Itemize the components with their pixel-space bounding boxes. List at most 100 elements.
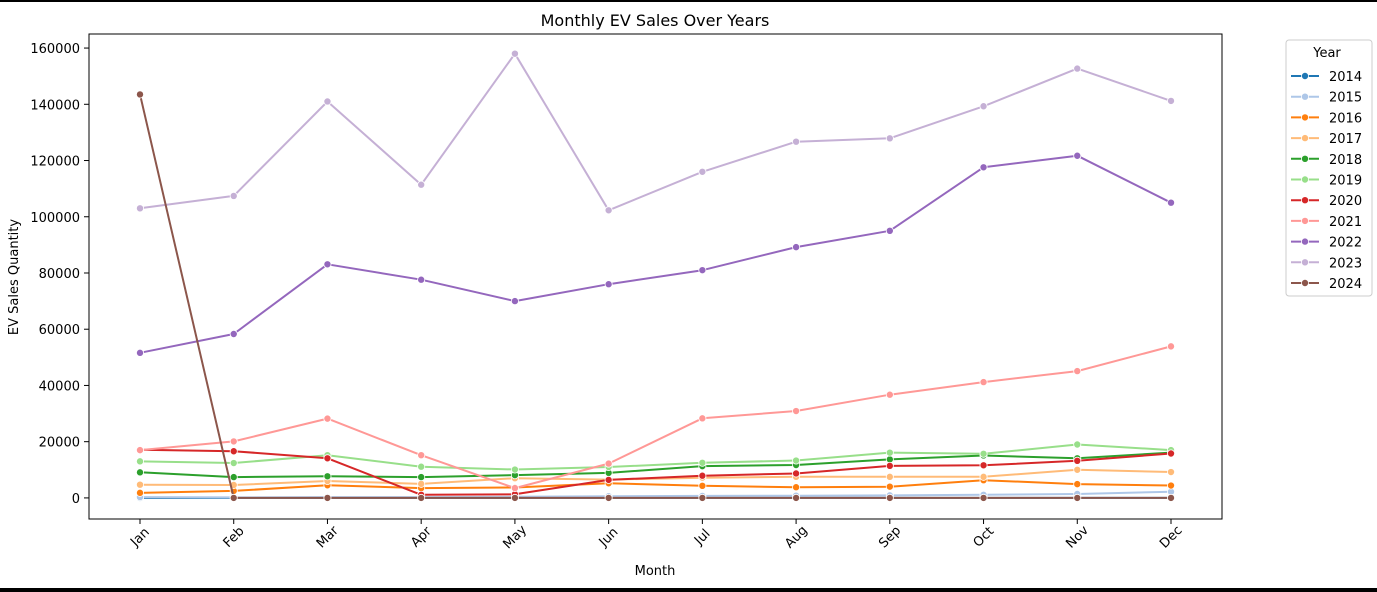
- series-line-2024: [139, 94, 1171, 499]
- legend-swatch-marker: [1301, 134, 1310, 143]
- x-tick-label: Apr: [408, 524, 435, 551]
- data-point-2018: [135, 468, 144, 477]
- data-point-2020: [979, 461, 988, 470]
- data-point-2021: [135, 446, 144, 455]
- legend-label: 2022: [1329, 236, 1362, 251]
- legend-swatch-marker: [1301, 72, 1310, 81]
- legend-label: 2019: [1329, 174, 1362, 189]
- data-point-2018: [323, 472, 332, 481]
- legend-item-2017: 2017: [1291, 132, 1362, 147]
- data-point-2019: [979, 449, 988, 458]
- data-point-2022: [510, 297, 519, 306]
- data-point-2016: [1073, 480, 1082, 489]
- data-point-2023: [229, 191, 238, 200]
- series-2021: [135, 342, 1176, 493]
- x-tick-label: Sep: [876, 523, 904, 551]
- data-point-2021: [1167, 342, 1176, 351]
- data-point-2021: [885, 390, 894, 399]
- data-point-2024: [323, 493, 332, 502]
- data-point-2019: [792, 456, 801, 465]
- data-point-2017: [135, 480, 144, 489]
- data-point-2019: [417, 462, 426, 471]
- data-point-2023: [1073, 64, 1082, 73]
- data-point-2021: [604, 459, 613, 468]
- data-point-2020: [1073, 456, 1082, 465]
- legend-item-2018: 2018: [1291, 153, 1362, 168]
- series-line-2023: [139, 52, 1172, 212]
- data-point-2023: [792, 137, 801, 146]
- data-point-2016: [135, 488, 144, 497]
- x-tick-label: Dec: [1157, 523, 1185, 551]
- legend-items: 2014 2015 2016 2017 2018 2019 2020 2021 2022 2023…: [1291, 70, 1362, 292]
- data-point-2022: [792, 243, 801, 252]
- data-point-2022: [229, 329, 238, 338]
- legend-label: 2017: [1329, 132, 1362, 147]
- legend-label: 2023: [1329, 256, 1362, 271]
- legend-item-2024: 2024: [1291, 277, 1362, 292]
- legend-swatch-marker: [1301, 196, 1310, 205]
- data-point-2020: [885, 461, 894, 470]
- series-2020: [135, 445, 1176, 499]
- data-point-2016: [698, 481, 707, 490]
- legend-swatch-marker: [1301, 154, 1310, 163]
- legend-item-2019: 2019: [1291, 174, 1362, 189]
- series-line-2021: [139, 345, 1172, 490]
- x-tick-label: Jul: [691, 527, 713, 549]
- data-point-2021: [698, 414, 707, 423]
- data-point-2022: [979, 163, 988, 172]
- x-tick-label: May: [500, 522, 530, 552]
- y-tick-label: 100000: [30, 211, 80, 226]
- data-point-2023: [885, 134, 894, 143]
- legend-item-2014: 2014: [1291, 70, 1362, 85]
- data-point-2023: [604, 206, 613, 215]
- data-point-2016: [885, 482, 894, 491]
- legend-swatch-marker: [1301, 113, 1310, 122]
- data-point-2024: [135, 90, 144, 99]
- data-point-2023: [1167, 96, 1176, 105]
- data-point-2024: [1073, 493, 1082, 502]
- data-point-2024: [979, 493, 988, 502]
- x-tick-label: Oct: [971, 524, 998, 551]
- y-tick-label: 40000: [39, 379, 80, 394]
- legend-box: [1285, 39, 1373, 297]
- data-point-2016: [1167, 481, 1176, 490]
- series-2024: [135, 90, 1176, 502]
- legend-label: 2020: [1329, 194, 1362, 209]
- data-point-2018: [417, 473, 426, 482]
- data-point-2024: [229, 493, 238, 502]
- data-point-2017: [1073, 465, 1082, 474]
- data-point-2023: [510, 49, 519, 58]
- y-tick-label: 0: [72, 492, 80, 507]
- data-point-2023: [417, 180, 426, 189]
- data-point-2017: [885, 472, 894, 481]
- series-line-2018: [139, 451, 1172, 479]
- data-point-2019: [1073, 440, 1082, 449]
- legend-swatch-marker: [1301, 237, 1310, 246]
- y-tick-label: 160000: [30, 42, 80, 57]
- legend-swatch-marker: [1301, 216, 1310, 225]
- legend-label: 2015: [1329, 91, 1362, 106]
- data-point-2022: [1073, 151, 1082, 160]
- legend-label: 2018: [1329, 153, 1362, 168]
- legend-label: 2024: [1329, 277, 1362, 292]
- y-tick-label: 140000: [30, 98, 80, 113]
- legend-swatch-marker: [1301, 175, 1310, 184]
- data-point-2020: [604, 475, 613, 484]
- data-point-2024: [698, 493, 707, 502]
- y-axis: 0 20000 40000 60000 80000 100000 120000 140000 1…: [30, 42, 89, 507]
- data-point-2016: [792, 483, 801, 492]
- data-point-2021: [510, 484, 519, 493]
- data-point-2023: [323, 97, 332, 106]
- data-point-2021: [792, 407, 801, 416]
- x-tick-label: Aug: [782, 523, 811, 552]
- data-point-2024: [792, 493, 801, 502]
- series-2022: [135, 151, 1176, 357]
- data-point-2019: [510, 465, 519, 474]
- y-axis-label: EV Sales Quantity: [7, 219, 22, 335]
- data-point-2023: [979, 102, 988, 111]
- data-point-2020: [1167, 449, 1176, 458]
- data-point-2022: [1167, 198, 1176, 207]
- data-point-2020: [792, 469, 801, 478]
- data-point-2019: [885, 448, 894, 457]
